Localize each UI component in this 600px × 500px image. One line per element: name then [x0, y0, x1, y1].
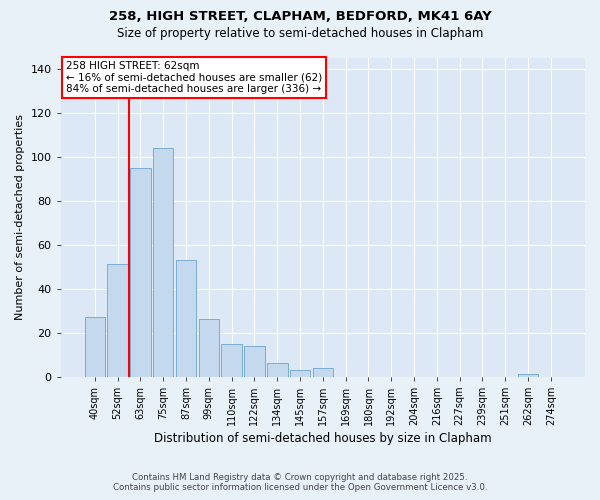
- Bar: [85, 317, 105, 376]
- Text: Size of property relative to semi-detached houses in Clapham: Size of property relative to semi-detach…: [117, 28, 483, 40]
- Text: Contains HM Land Registry data © Crown copyright and database right 2025.
Contai: Contains HM Land Registry data © Crown c…: [113, 473, 487, 492]
- Bar: [130, 168, 151, 376]
- Bar: [518, 374, 538, 376]
- Bar: [153, 148, 173, 376]
- Y-axis label: Number of semi-detached properties: Number of semi-detached properties: [15, 114, 25, 320]
- Bar: [221, 344, 242, 376]
- Bar: [244, 346, 265, 376]
- Text: 258, HIGH STREET, CLAPHAM, BEDFORD, MK41 6AY: 258, HIGH STREET, CLAPHAM, BEDFORD, MK41…: [109, 10, 491, 23]
- Bar: [107, 264, 128, 376]
- Bar: [199, 320, 219, 376]
- Bar: [313, 368, 333, 376]
- Bar: [290, 370, 310, 376]
- Bar: [267, 364, 287, 376]
- X-axis label: Distribution of semi-detached houses by size in Clapham: Distribution of semi-detached houses by …: [154, 432, 491, 445]
- Bar: [176, 260, 196, 376]
- Text: 258 HIGH STREET: 62sqm
← 16% of semi-detached houses are smaller (62)
84% of sem: 258 HIGH STREET: 62sqm ← 16% of semi-det…: [66, 60, 322, 94]
